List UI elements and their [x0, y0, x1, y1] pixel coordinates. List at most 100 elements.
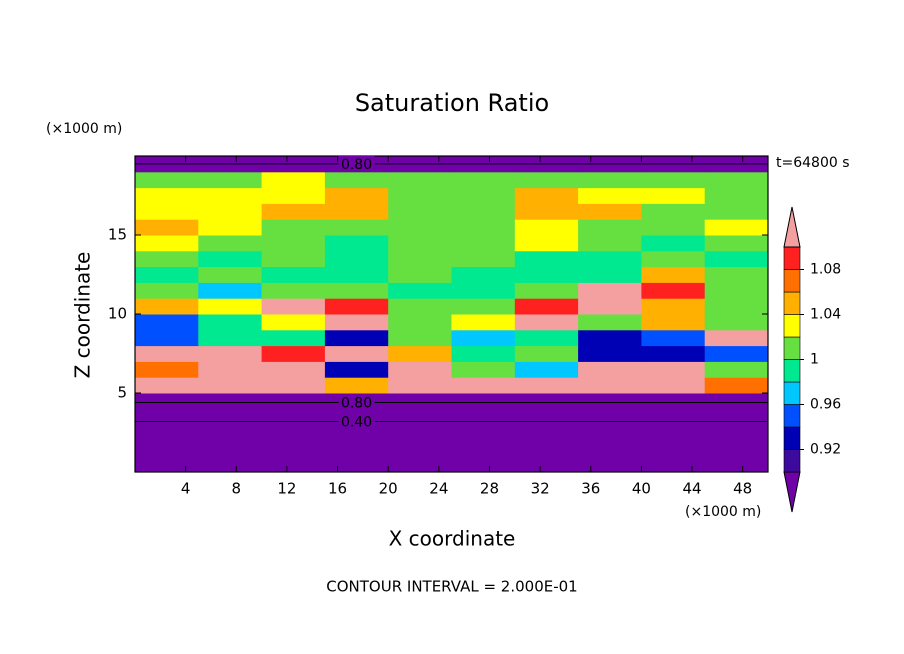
field-cell	[135, 440, 199, 457]
field-cell	[135, 219, 199, 236]
field-cell	[704, 187, 769, 204]
field-cell	[135, 266, 199, 283]
field-cell	[388, 393, 452, 410]
field-cell	[198, 456, 263, 473]
field-cell	[578, 377, 642, 394]
field-cell	[261, 187, 326, 204]
contour-label: 0.40	[341, 414, 372, 430]
field-cell	[324, 187, 389, 204]
field-cell	[135, 203, 199, 220]
field-cell	[135, 314, 199, 331]
field-cell	[135, 235, 199, 252]
field-cell	[324, 250, 389, 268]
field-cell	[514, 187, 579, 204]
field-cell	[704, 219, 769, 236]
contour-label: 0.80	[341, 157, 372, 173]
field-cell	[641, 377, 706, 394]
field-cell	[451, 282, 516, 299]
field-cell	[578, 298, 642, 315]
field-cell	[324, 203, 389, 220]
field-cell	[324, 235, 389, 252]
field-cell	[578, 235, 642, 252]
field-cell	[324, 171, 389, 189]
field-cell	[324, 361, 389, 378]
field-cell	[388, 345, 452, 362]
colorbar-segment	[783, 449, 801, 473]
x-tick-label: 32	[531, 480, 550, 498]
field-cell	[451, 456, 516, 473]
field	[135, 156, 769, 473]
field-cell	[198, 171, 263, 189]
field-cell	[514, 250, 579, 268]
field-cell	[388, 171, 452, 189]
x-axis-label: X coordinate	[389, 527, 516, 551]
field-cell	[451, 408, 516, 426]
x-tick-label: 28	[480, 480, 499, 498]
colorbar-tick-label: 0.96	[810, 397, 841, 413]
field-cell	[135, 282, 199, 299]
field-cell	[641, 187, 706, 204]
x-unit: (×1000 m)	[685, 504, 761, 520]
field-cell	[641, 266, 706, 283]
annotation: t=64800 s	[776, 155, 850, 171]
colorbar-tick-label: 0.92	[810, 442, 841, 458]
field-cell	[451, 329, 516, 347]
field-cell	[641, 424, 706, 441]
field-cell	[578, 456, 642, 473]
field-cell	[704, 361, 769, 378]
contour-label-bg	[338, 155, 375, 172]
field-cell	[641, 282, 706, 299]
y-tick-label: 10	[108, 305, 127, 323]
field-cell	[451, 440, 516, 457]
field-cell	[578, 361, 642, 378]
field-cell	[135, 187, 199, 204]
field-cell	[641, 440, 706, 457]
x-tick-label: 36	[581, 480, 600, 498]
field-cell	[704, 393, 769, 410]
field-cell	[641, 329, 706, 347]
field-cell	[198, 361, 263, 378]
field-cell	[514, 298, 579, 315]
field-cell	[641, 393, 706, 410]
field-cell	[578, 250, 642, 268]
field-cell	[261, 345, 326, 362]
field-cell	[704, 314, 769, 331]
field-cell	[641, 408, 706, 426]
field-cell	[261, 171, 326, 189]
field-cell	[198, 250, 263, 268]
colorbar-segment	[783, 426, 801, 450]
field-cell	[451, 250, 516, 268]
field-cell	[641, 219, 706, 236]
field-cell	[261, 424, 326, 441]
field-cell	[704, 408, 769, 426]
field-cell	[514, 329, 579, 347]
field-cell	[704, 424, 769, 441]
field-cell	[135, 329, 199, 347]
field-cell	[451, 298, 516, 315]
field-cell	[198, 235, 263, 252]
x-tick-label: 4	[181, 480, 191, 498]
colorbar-tick-label: 1.04	[810, 307, 841, 323]
field-cell	[514, 171, 579, 189]
field-cell	[641, 171, 706, 189]
contour-label: 0.80	[341, 395, 372, 411]
colorbar-segment	[783, 291, 801, 315]
field-cell	[704, 203, 769, 220]
field-cell	[198, 203, 263, 220]
field-cell	[704, 456, 769, 473]
field-cell	[324, 456, 389, 473]
field-cell	[388, 424, 452, 441]
colorbar-segment	[783, 269, 801, 293]
field-cell	[514, 377, 579, 394]
field-cell	[324, 440, 389, 457]
contour-label-bg	[338, 413, 375, 430]
field-cell	[704, 377, 769, 394]
x-tick-label: 40	[632, 480, 651, 498]
field-cell	[324, 345, 389, 362]
field-cell	[578, 266, 642, 283]
field-cell	[198, 393, 263, 410]
field-cell	[451, 235, 516, 252]
field-cell	[514, 314, 579, 331]
x-tick-label: 48	[733, 480, 752, 498]
